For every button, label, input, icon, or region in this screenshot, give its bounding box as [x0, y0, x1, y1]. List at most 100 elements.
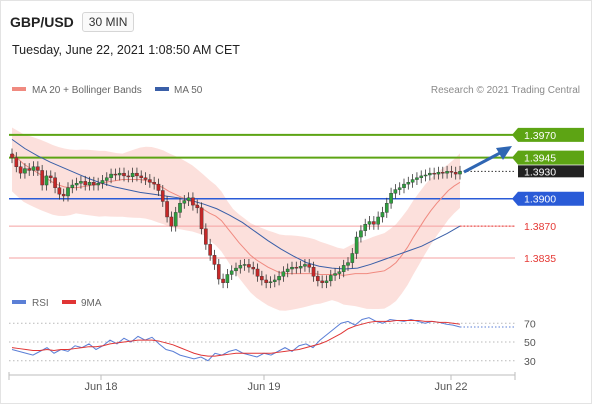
candle-body [272, 279, 277, 282]
candle-body [83, 181, 88, 186]
candle-body [126, 175, 131, 178]
candle-21 [100, 174, 105, 189]
candle-body [100, 180, 105, 184]
candle-26 [122, 167, 126, 182]
candle-body [40, 170, 44, 186]
candle-81 [359, 225, 363, 243]
forecast-arrow-head [496, 146, 512, 160]
ma9-legend-swatch [62, 300, 76, 304]
candle-74 [328, 269, 333, 287]
candle-body [384, 203, 389, 213]
candle-9 [48, 170, 53, 184]
x-tick-label-2: Jun 22 [434, 381, 467, 393]
candle-body [53, 177, 57, 188]
current-price-tag: 1.3930 [518, 165, 584, 178]
candle-body [367, 221, 372, 225]
symbol-label: GBP/USD [10, 14, 74, 30]
candle-body [36, 166, 40, 171]
candle-body [260, 276, 264, 281]
candle-99 [436, 166, 441, 180]
ma9-legend-label: 9MA [81, 298, 102, 309]
candle-56 [251, 261, 256, 275]
candle-body [117, 172, 122, 176]
candle-body [10, 153, 14, 158]
level-tag-1.3945-text: 1.3945 [524, 153, 556, 165]
current-price-text: 1.3930 [524, 166, 556, 178]
candle-body [264, 279, 268, 283]
candle-78 [346, 257, 350, 271]
candle-89 [393, 184, 398, 199]
candle-46 [208, 238, 212, 261]
candle-76 [337, 266, 342, 280]
candle-body [96, 182, 100, 186]
candle-body [122, 172, 126, 177]
candle-body [333, 273, 337, 276]
candle-body [139, 175, 144, 178]
candle-72 [320, 275, 324, 289]
candle-8 [44, 170, 49, 191]
candle-92 [406, 176, 411, 190]
candle-77 [341, 259, 346, 278]
level-tag-1.3900-text: 1.3900 [524, 194, 556, 206]
candle-12 [61, 188, 66, 202]
forecast-arrow-shaft [463, 151, 501, 174]
candlesticks [10, 146, 512, 289]
candle-58 [260, 270, 264, 286]
candle-body [440, 172, 445, 174]
candle-body [191, 197, 195, 206]
candle-101 [445, 165, 449, 179]
candle-body [337, 271, 342, 274]
candle-body [341, 265, 346, 272]
candle-body [402, 183, 406, 188]
candle-22 [104, 172, 109, 186]
candle-body [169, 216, 174, 227]
candle-body [87, 182, 92, 186]
candle-body [104, 177, 109, 181]
candle-41 [186, 192, 191, 207]
candle-31 [143, 172, 148, 186]
candle-body [285, 268, 290, 272]
candle-body [79, 181, 83, 184]
candle-42 [191, 192, 195, 211]
candle-95 [419, 170, 424, 184]
candle-34 [156, 178, 161, 196]
candle-61 [272, 274, 277, 288]
candle-body [328, 275, 333, 282]
candle-body [216, 264, 221, 280]
level-tag-1.3945-box [512, 150, 584, 165]
ma50-legend-label: MA 50 [174, 85, 203, 96]
candle-body [380, 212, 385, 218]
candle-32 [148, 174, 152, 188]
candle-body [165, 201, 169, 218]
candle-body [281, 271, 286, 277]
candle-body [48, 175, 53, 178]
rsi-tick-30: 30 [524, 356, 536, 368]
candle-body [298, 266, 303, 269]
candle-body [372, 221, 376, 225]
candle-body [160, 190, 165, 202]
candle-body [255, 268, 260, 277]
x-axis: Jun 18 Jun 19 Jun 22 [8, 372, 516, 393]
candle-body [290, 266, 294, 270]
candle-body [251, 266, 256, 270]
candle-body [307, 264, 312, 268]
candle-body [238, 265, 243, 269]
timeframe-badge[interactable]: 30 MIN [81, 12, 135, 32]
candle-49 [221, 273, 225, 289]
ma20-line [11, 152, 461, 276]
candle-body [74, 182, 79, 186]
candle-body [57, 187, 62, 195]
candle-94 [415, 172, 419, 186]
candle-66 [294, 261, 299, 274]
candle-17 [83, 175, 88, 191]
candle-body [324, 280, 329, 283]
candle-14 [70, 179, 75, 194]
ma50-legend-swatch [155, 87, 169, 91]
current-price-box [518, 165, 584, 178]
candle-35 [160, 185, 165, 207]
candle-19 [92, 176, 96, 191]
candle-36 [165, 195, 169, 223]
candle-body [415, 177, 419, 180]
candle-43 [195, 199, 200, 214]
